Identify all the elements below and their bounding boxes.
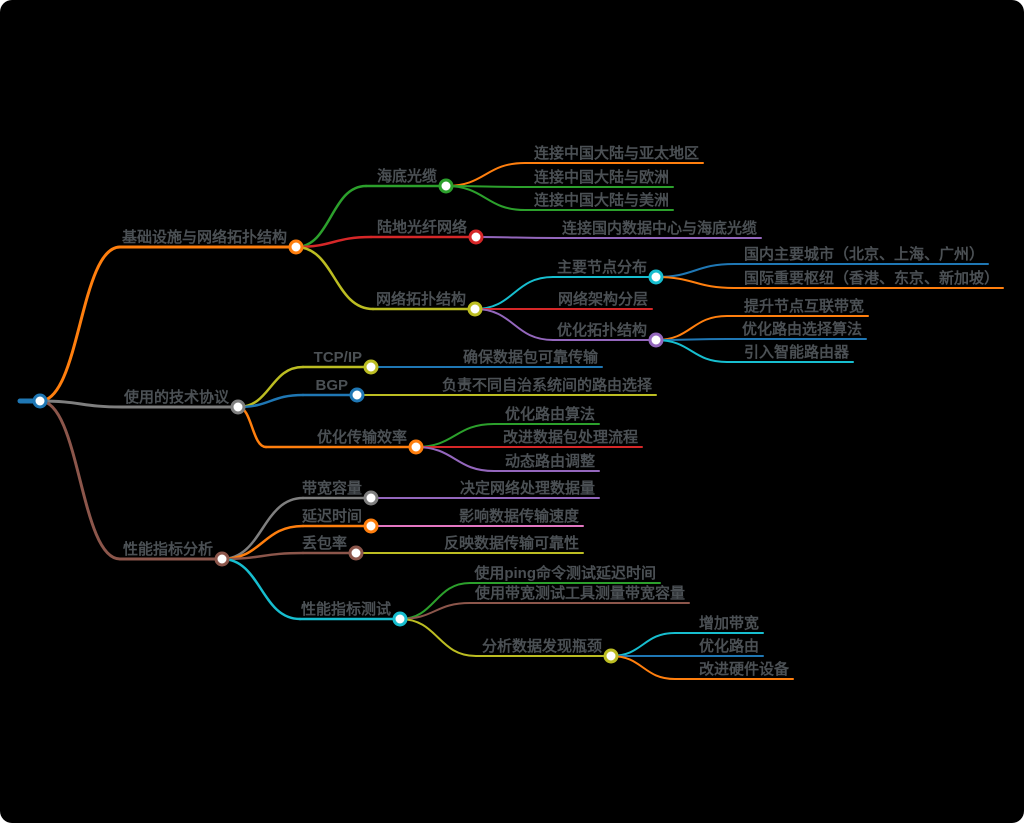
edge-intl-hubs: [655, 276, 735, 289]
node-dot-land-fiber[interactable]: [468, 229, 484, 245]
node-label-topology: 网络拓扑结构: [376, 290, 466, 308]
edge-main-nodes: [474, 276, 554, 310]
node-dot-bandwidth-cap[interactable]: [363, 490, 379, 506]
node-label-infra: 基础设施与网络拓扑结构: [121, 228, 287, 246]
node-dot-main-nodes[interactable]: [648, 269, 664, 285]
node-label-tcpip: TCP/IP: [314, 349, 362, 366]
node-dot-transfer-eff[interactable]: [408, 439, 424, 455]
node-dot-optimize-topo[interactable]: [648, 332, 664, 348]
node-label-apac: 连接中国大陆与亚太地区: [534, 144, 699, 162]
node-label-reliable: 确保数据包可靠传输: [463, 348, 599, 366]
node-label-add-bw: 增加带宽: [699, 614, 759, 632]
node-label-transfer-eff: 优化传输效率: [317, 428, 407, 446]
node-label-main-nodes: 主要节点分布: [557, 258, 647, 276]
node-label-data-volume: 决定网络处理数据量: [460, 479, 595, 497]
node-label-performance: 性能指标分析: [123, 540, 213, 558]
edge-perf-test: [220, 557, 302, 621]
edge-bandwidth-cap: [220, 496, 305, 561]
node-label-opt-route: 优化路由: [699, 637, 759, 655]
node-dot-topology[interactable]: [467, 301, 483, 317]
node-dot-perf-test[interactable]: [392, 611, 408, 627]
node-label-bgp-role: 负责不同自治系统间的路由选择: [442, 376, 653, 394]
node-label-bgp: BGP: [315, 377, 348, 394]
edge-ping-test: [399, 582, 471, 620]
edge-america: [445, 185, 526, 211]
edge-land-fiber: [294, 235, 373, 249]
node-label-bw-test: 使用带宽测试工具测量带宽容量: [474, 584, 685, 602]
node-label-hw-upgrade: 改进硬件设备: [699, 660, 790, 678]
edge-smart-router: [655, 339, 728, 363]
node-label-bandwidth-cap: 带宽容量: [302, 479, 362, 497]
node-label-protocols: 使用的技术协议: [123, 388, 230, 406]
edge-protocols: [38, 399, 124, 409]
node-label-america: 连接中国大陆与美洲: [534, 191, 669, 209]
edge-submarine: [294, 184, 368, 249]
edge-domestic-cities: [655, 263, 735, 278]
edge-apac: [445, 162, 526, 187]
node-label-reliability: 反映数据传输可靠性: [444, 534, 579, 552]
edge-performance: [38, 399, 122, 561]
node-label-ping-test: 使用ping命令测试延迟时间: [473, 564, 656, 582]
node-label-domestic-cities: 国内主要城市（北京、上海、广州）: [744, 245, 984, 263]
edge-route-algo2: [415, 423, 495, 448]
node-label-submarine: 海底光缆: [377, 167, 437, 185]
node-label-perf-test: 性能指标测试: [301, 600, 391, 618]
edge-add-bw: [610, 632, 676, 657]
node-dot-infra[interactable]: [288, 239, 304, 255]
node-label-land-fiber: 陆地光纤网络: [377, 218, 467, 236]
node-dot-tcpip[interactable]: [363, 359, 379, 375]
edge-packet-loss: [220, 551, 305, 561]
edge-dc-link: [475, 236, 557, 239]
node-label-smart-router: 引入智能路由器: [744, 343, 850, 361]
node-dot-bgp[interactable]: [349, 387, 365, 403]
node-dot-packet-loss[interactable]: [348, 545, 364, 561]
edge-bgp: [236, 393, 305, 409]
node-dot-performance[interactable]: [214, 551, 230, 567]
node-label-packet-loss: 丢包率: [302, 534, 347, 552]
edge-topology: [294, 245, 375, 311]
node-label-arch-layer: 网络架构分层: [558, 290, 648, 308]
edge-optimize-topo: [474, 308, 554, 341]
node-dot-submarine[interactable]: [438, 178, 454, 194]
edge-infra: [38, 245, 122, 403]
node-label-latency: 延迟时间: [301, 507, 362, 525]
node-dot-latency[interactable]: [363, 518, 379, 534]
node-label-europe: 连接中国大陆与欧洲: [534, 168, 669, 186]
node-label-packet-flow: 改进数据包处理流程: [503, 428, 638, 446]
node-label-optimize-topo: 优化拓扑结构: [557, 321, 647, 339]
node-label-dc-link: 连接国内数据中心与海底光缆: [562, 219, 757, 237]
node-label-intl-hubs: 国际重要枢纽（香港、东京、新加坡）: [744, 269, 999, 287]
node-label-speed-impact: 影响数据传输速度: [459, 507, 580, 525]
node-dot-bottleneck[interactable]: [603, 648, 619, 664]
edge-bottleneck: [399, 618, 477, 657]
node-dot-protocols[interactable]: [230, 399, 246, 415]
edge-bandwidth-up: [655, 315, 728, 341]
node-label-routing-algo: 优化路由选择算法: [742, 320, 862, 338]
node-dot-root[interactable]: [32, 393, 48, 409]
edge-dynamic-route: [415, 446, 495, 472]
node-label-route-algo2: 优化路由算法: [505, 405, 595, 423]
edge-bw-test: [399, 602, 471, 620]
node-label-dynamic-route: 动态路由调整: [505, 452, 595, 470]
edge-hw-upgrade: [610, 655, 676, 680]
node-label-bottleneck: 分析数据发现瓶颈: [482, 637, 602, 655]
node-label-bandwidth-up: 提升节点互联带宽: [744, 297, 864, 315]
